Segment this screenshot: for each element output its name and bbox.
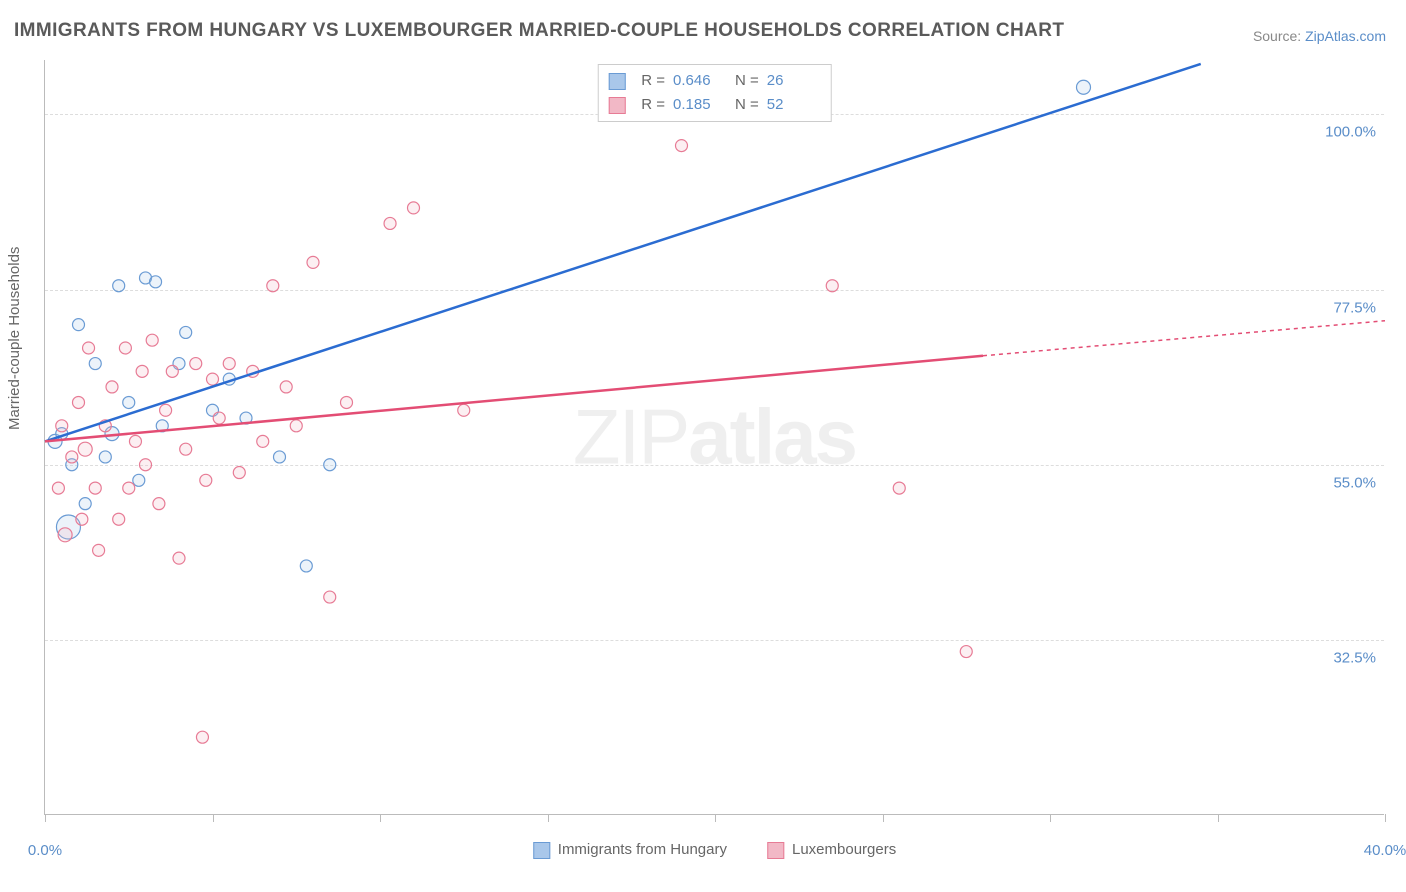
x-tick <box>715 814 716 822</box>
n-value-lux: 52 <box>767 93 821 117</box>
chart-svg <box>45 60 1384 814</box>
n-label: N = <box>735 93 759 117</box>
data-point-hungary <box>79 498 91 510</box>
legend-item-lux: Luxembourgers <box>767 841 896 859</box>
data-point-lux <box>58 528 72 542</box>
chart-title: IMMIGRANTS FROM HUNGARY VS LUXEMBOURGER … <box>14 20 1064 42</box>
data-point-hungary <box>180 326 192 338</box>
data-point-lux <box>307 256 319 268</box>
plot-area: ZIPatlas 32.5%55.0%77.5%100.0% 0.0%40.0%… <box>44 60 1384 815</box>
data-point-hungary <box>133 474 145 486</box>
data-point-lux <box>257 435 269 447</box>
data-point-lux <box>826 280 838 292</box>
data-point-hungary <box>150 276 162 288</box>
data-point-lux <box>207 373 219 385</box>
x-tick <box>380 814 381 822</box>
data-point-lux <box>676 140 688 152</box>
legend-item-hungary: Immigrants from Hungary <box>533 841 727 859</box>
data-point-lux <box>200 474 212 486</box>
data-point-lux <box>83 342 95 354</box>
data-point-lux <box>196 731 208 743</box>
regression-line-lux <box>45 356 983 442</box>
data-point-lux <box>73 396 85 408</box>
data-point-lux <box>78 442 92 456</box>
x-tick <box>213 814 214 822</box>
x-tick-label: 40.0% <box>1364 842 1406 859</box>
data-point-lux <box>223 358 235 370</box>
data-point-lux <box>458 404 470 416</box>
x-axis-legend: Immigrants from Hungary Luxembourgers <box>533 841 896 859</box>
data-point-hungary <box>274 451 286 463</box>
data-point-lux <box>56 420 68 432</box>
data-point-lux <box>66 451 78 463</box>
data-point-lux <box>52 482 64 494</box>
data-point-lux <box>324 591 336 603</box>
x-tick <box>548 814 549 822</box>
correlation-row-hungary: R = 0.646 N = 26 <box>608 69 821 93</box>
data-point-lux <box>76 513 88 525</box>
legend-marker-lux-icon <box>767 842 784 859</box>
n-value-hungary: 26 <box>767 69 821 93</box>
y-axis-label: Married-couple Households <box>6 247 23 430</box>
data-point-lux <box>341 396 353 408</box>
x-tick <box>1385 814 1386 822</box>
n-label: N = <box>735 69 759 93</box>
data-point-lux <box>173 552 185 564</box>
data-point-hungary <box>89 358 101 370</box>
correlation-row-lux: R = 0.185 N = 52 <box>608 93 821 117</box>
data-point-hungary <box>73 319 85 331</box>
data-point-lux <box>267 280 279 292</box>
data-point-lux <box>160 404 172 416</box>
data-point-lux <box>280 381 292 393</box>
data-point-lux <box>89 482 101 494</box>
data-point-lux <box>190 358 202 370</box>
data-point-hungary <box>300 560 312 572</box>
data-point-lux <box>290 420 302 432</box>
data-point-lux <box>180 443 192 455</box>
data-point-hungary <box>324 459 336 471</box>
data-point-lux <box>140 459 152 471</box>
data-point-lux <box>106 381 118 393</box>
data-point-lux <box>893 482 905 494</box>
legend-marker-lux-icon <box>608 97 625 114</box>
r-label: R = <box>641 93 665 117</box>
r-value-hungary: 0.646 <box>673 69 727 93</box>
legend-marker-hungary-icon <box>533 842 550 859</box>
x-tick-label: 0.0% <box>28 842 62 859</box>
legend-marker-hungary-icon <box>608 73 625 90</box>
data-point-lux <box>136 365 148 377</box>
data-point-lux <box>166 365 178 377</box>
data-point-lux <box>233 467 245 479</box>
data-point-hungary <box>113 280 125 292</box>
source-link[interactable]: ZipAtlas.com <box>1305 28 1386 44</box>
data-point-hungary <box>1077 80 1091 94</box>
x-tick <box>45 814 46 822</box>
data-point-lux <box>113 513 125 525</box>
data-point-lux <box>123 482 135 494</box>
source-attribution: Source: ZipAtlas.com <box>1253 28 1386 44</box>
regression-line-dashed-lux <box>983 321 1385 356</box>
data-point-lux <box>960 646 972 658</box>
source-prefix: Source: <box>1253 28 1305 44</box>
data-point-hungary <box>99 451 111 463</box>
data-point-lux <box>119 342 131 354</box>
data-point-lux <box>408 202 420 214</box>
data-point-lux <box>129 435 141 447</box>
data-point-lux <box>93 544 105 556</box>
x-tick <box>1218 814 1219 822</box>
data-point-hungary <box>123 396 135 408</box>
correlation-legend-box: R = 0.646 N = 26 R = 0.185 N = 52 <box>597 64 832 122</box>
x-tick <box>883 814 884 822</box>
r-value-lux: 0.185 <box>673 93 727 117</box>
r-label: R = <box>641 69 665 93</box>
data-point-lux <box>146 334 158 346</box>
data-point-lux <box>213 412 225 424</box>
x-tick <box>1050 814 1051 822</box>
data-point-lux <box>153 498 165 510</box>
data-point-lux <box>384 217 396 229</box>
